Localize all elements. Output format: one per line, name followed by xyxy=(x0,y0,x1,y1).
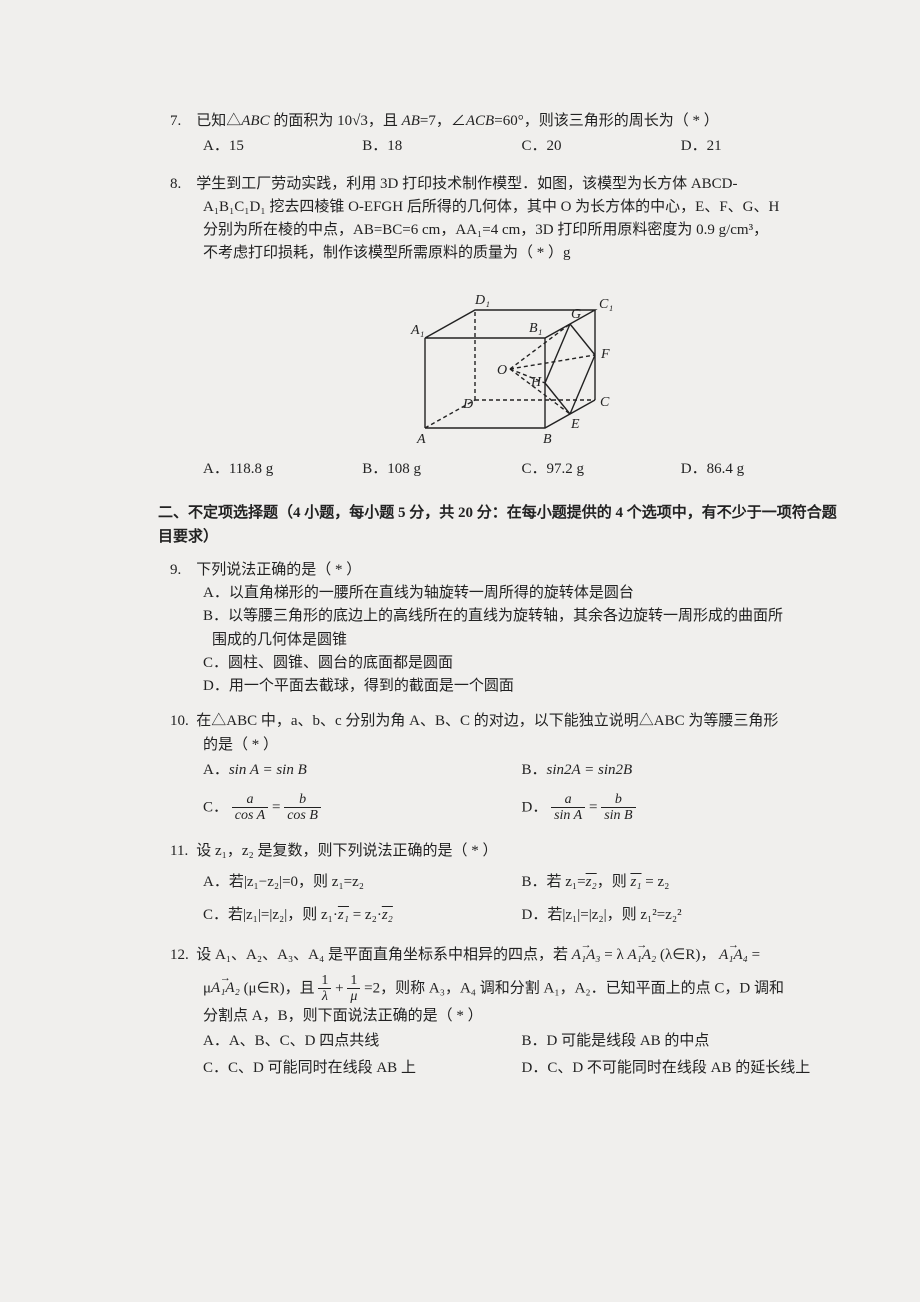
q11-opt-a: A．若|z₁−z₂|=0，则 z₁=z₂ xyxy=(203,869,522,896)
q10-opt-b: B．sin2A = sin2B xyxy=(522,757,841,784)
q11-row1: A．若|z₁−z₂|=0，则 z₁=z₂ B．若 z₁=z₂，则 z₁ = z₂ xyxy=(170,869,840,896)
svg-text:C₁: C₁ xyxy=(599,297,613,312)
question-12: 12. 设 A₁、A₂、A₃、A₄ 是平面直角坐标系中相异的四点，若 A₁A₃ … xyxy=(170,944,840,1083)
q9-opt-b2: 围成的几何体是圆锥 xyxy=(170,629,840,652)
q7-opt-d: D．21 xyxy=(681,133,840,160)
q12-opt-a: A．A、B、C、D 四点共线 xyxy=(203,1028,522,1055)
q9-opt-d: D．用一个平面去截球，得到的截面是一个圆面 xyxy=(170,675,840,698)
q10-number: 10. xyxy=(170,710,193,733)
section-2-title: 二、不定项选择题（4 小题，每小题 5 分，共 20 分：在每小题提供的 4 个… xyxy=(158,501,840,549)
question-10: 10. 在△ABC 中，a、b、c 分别为角 A、B、C 的对边，以下能独立说明… xyxy=(170,710,840,826)
q11-opt-b: B．若 z₁=z₂，则 z₁ = z₂ xyxy=(522,869,841,896)
q8-opt-b: B．108 g xyxy=(362,456,521,483)
q9-number: 9. xyxy=(170,559,193,582)
q10-opt-d: D． asin A = bsin B xyxy=(522,790,841,826)
q12-line1: 设 A₁、A₂、A₃、A₄ 是平面直角坐标系中相异的四点，若 A₁A₃ = λ … xyxy=(196,947,760,963)
q10-stem2: 的是（ * ） xyxy=(170,734,840,757)
q7-opt-a: A．15 xyxy=(203,133,362,160)
q8-diagram: A B C D A₁ B₁ C₁ D₁ E F G H O xyxy=(170,278,840,448)
svg-text:F: F xyxy=(600,347,610,362)
q9-stem: 下列说法正确的是（ * ） xyxy=(196,562,361,578)
q9-opt-b1: B．以等腰三角形的底边上的高线所在的直线为旋转轴，其余各边旋转一周形成的曲面所 xyxy=(170,605,840,628)
q7-text: 已知△ABC 的面积为 10√3，且 AB=7，∠ACB=60°，则该三角形的周… xyxy=(196,113,718,129)
q11-stem: 设 z₁，z₂ 是复数，则下列说法正确的是（ * ） xyxy=(196,843,497,859)
question-11: 11. 设 z₁，z₂ 是复数，则下列说法正确的是（ * ） A．若|z₁−z₂… xyxy=(170,840,840,930)
q12-opt-b: B．D 可能是线段 AB 的中点 xyxy=(522,1028,841,1055)
q10-opt-c: C． acos A = bcos B xyxy=(203,790,522,826)
q8-opt-c: C．97.2 g xyxy=(522,456,681,483)
q8-line3: 分别为所在棱的中点，AB=BC=6 cm，AA₁=4 cm，3D 打印所用原料密… xyxy=(170,219,840,242)
svg-text:B: B xyxy=(543,432,552,447)
q9-opt-a: A．以直角梯形的一腰所在直线为轴旋转一周所得的旋转体是圆台 xyxy=(170,582,840,605)
svg-text:D: D xyxy=(462,397,473,412)
q11-opt-d: D．若|z₁|=|z₂|，则 z₁²=z₂² xyxy=(522,902,841,929)
q11-opt-c: C．若|z₁|=|z₂|，则 z₁·z₁ = z₂·z₂ xyxy=(203,902,522,929)
svg-text:A₁: A₁ xyxy=(410,323,424,338)
q7-opt-c: C．20 xyxy=(522,133,681,160)
cuboid-svg: A B C D A₁ B₁ C₁ D₁ E F G H O xyxy=(375,278,635,448)
svg-text:G: G xyxy=(571,307,581,322)
question-8: 8. 学生到工厂劳动实践，利用 3D 打印技术制作模型．如图，该模型为长方体 A… xyxy=(170,173,840,483)
q8-options: A．118.8 g B．108 g C．97.2 g D．86.4 g xyxy=(170,456,840,483)
q7-options: A．15 B．18 C．20 D．21 xyxy=(170,133,840,160)
q10-opt-a: A．sin A = sin B xyxy=(203,757,522,784)
q12-opt-c: C．C、D 可能同时在线段 AB 上 xyxy=(203,1055,522,1082)
question-7: 7. 已知△ABC 的面积为 10√3，且 AB=7，∠ACB=60°，则该三角… xyxy=(170,110,840,161)
q10-row2: C． acos A = bcos B D． asin A = bsin B xyxy=(170,790,840,826)
exam-page: 7. 已知△ABC 的面积为 10√3，且 AB=7，∠ACB=60°，则该三角… xyxy=(0,0,920,1302)
q11-row2: C．若|z₁|=|z₂|，则 z₁·z₁ = z₂·z₂ D．若|z₁|=|z₂… xyxy=(170,902,840,929)
q8-line4: 不考虑打印损耗，制作该模型所需原料的质量为（ * ）g xyxy=(170,242,840,265)
svg-text:B₁: B₁ xyxy=(529,321,542,336)
q7-opt-b: B．18 xyxy=(362,133,521,160)
q7-number: 7. xyxy=(170,110,193,133)
q8-number: 8. xyxy=(170,173,193,196)
q12-row1: A．A、B、C、D 四点共线 B．D 可能是线段 AB 的中点 xyxy=(170,1028,840,1055)
svg-text:D₁: D₁ xyxy=(474,293,490,308)
svg-text:E: E xyxy=(570,417,580,432)
q12-opt-d: D．C、D 不可能同时在线段 AB 的延长线上 xyxy=(522,1055,841,1082)
q11-number: 11. xyxy=(170,840,193,863)
svg-text:C: C xyxy=(600,395,610,410)
q12-line2: μA₁A₂ (μ∈R)，且 1λ + 1μ =2，则称 A₃，A₄ 调和分割 A… xyxy=(170,973,840,1005)
svg-text:O: O xyxy=(497,363,507,378)
q8-line2: A₁B₁C₁D₁ 挖去四棱锥 O-EFGH 后所得的几何体，其中 O 为长方体的… xyxy=(170,196,840,219)
svg-text:A: A xyxy=(416,432,426,447)
q12-row2: C．C、D 可能同时在线段 AB 上 D．C、D 不可能同时在线段 AB 的延长… xyxy=(170,1055,840,1082)
q12-number: 12. xyxy=(170,944,193,967)
question-9: 9. 下列说法正确的是（ * ） A．以直角梯形的一腰所在直线为轴旋转一周所得的… xyxy=(170,559,840,699)
q10-row1: A．sin A = sin B B．sin2A = sin2B xyxy=(170,757,840,784)
svg-text:H: H xyxy=(530,375,542,390)
q8-line1: 学生到工厂劳动实践，利用 3D 打印技术制作模型．如图，该模型为长方体 ABCD… xyxy=(196,176,737,192)
q9-opt-c: C．圆柱、圆锥、圆台的底面都是圆面 xyxy=(170,652,840,675)
q8-opt-a: A．118.8 g xyxy=(203,456,362,483)
q12-line3: 分割点 A，B，则下面说法正确的是（ * ） xyxy=(170,1005,840,1028)
q10-stem1: 在△ABC 中，a、b、c 分别为角 A、B、C 的对边，以下能独立说明△ABC… xyxy=(196,713,778,729)
q8-opt-d: D．86.4 g xyxy=(681,456,840,483)
